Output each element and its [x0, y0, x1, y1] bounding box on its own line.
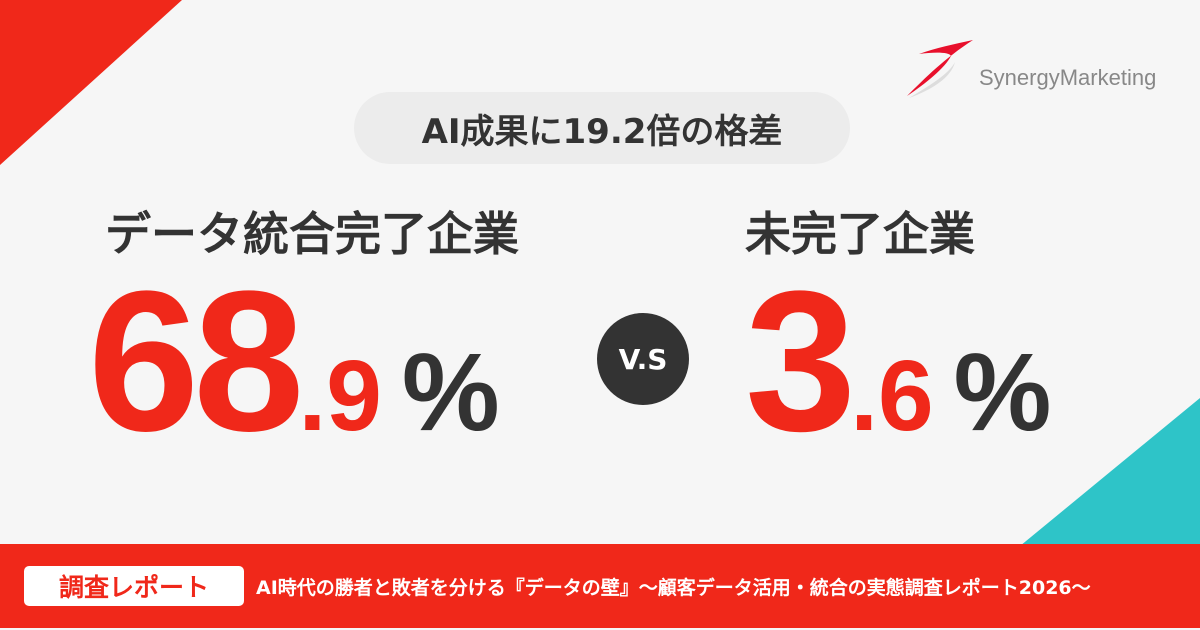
right-stat: 3.6% [745, 262, 1051, 462]
left-label: データ統合完了企業 [105, 207, 519, 261]
report-title: AI時代の勝者と敗者を分ける『データの壁』～顧客データ活用・統合の実態調査レポー… [256, 577, 1091, 599]
left-decimal: .9 [298, 340, 382, 452]
left-stat: 68.9% [88, 262, 500, 462]
left-integer: 68 [88, 250, 304, 473]
right-unit: % [953, 331, 1052, 454]
vs-badge: V.S [597, 313, 689, 405]
right-decimal: .6 [850, 340, 934, 452]
swoosh-logo-icon [907, 40, 973, 98]
logo-text: SynergyMarketing [979, 65, 1157, 90]
left-unit: % [401, 331, 500, 454]
right-integer: 3 [745, 250, 856, 473]
logo: SynergyMarketing [905, 38, 1156, 98]
decorative-red-triangle [0, 0, 182, 165]
headline-pill: AI成果に19.2倍の格差 [354, 92, 850, 164]
decorative-teal-triangle [1020, 398, 1200, 546]
report-badge: 調査レポート [24, 566, 244, 606]
right-label: 未完了企業 [745, 207, 975, 261]
